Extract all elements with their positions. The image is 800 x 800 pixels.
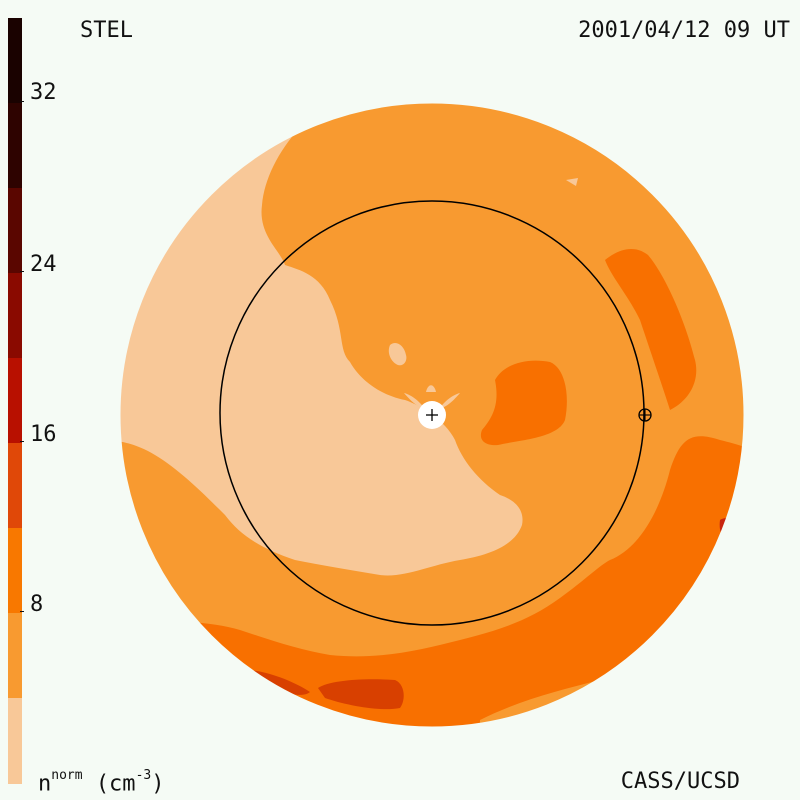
unit-label: nnorm (cm-3) [38, 767, 165, 796]
earth-orbit-circle [219, 200, 645, 626]
earth-icon [638, 408, 652, 422]
sun-icon [404, 385, 460, 429]
density-region-high-southwest [250, 670, 310, 695]
density-spot-low-2 [566, 178, 578, 186]
colorbar-segment [8, 273, 22, 358]
credit-label: CASS/UCSD [620, 769, 740, 794]
density-region-low-west [120, 103, 523, 576]
colorbar-segment [8, 443, 22, 528]
unit-symbol: n [38, 771, 52, 796]
unit-exponent: -3 [135, 767, 152, 783]
colorbar-tick-label: 24 [30, 252, 57, 277]
colorbar-segment [8, 698, 22, 784]
colorbar [8, 18, 22, 784]
density-region-high-south [318, 679, 404, 710]
unit-close: ) [151, 771, 165, 796]
colorbar-tick-mark [20, 271, 24, 272]
disc-edge [119, 102, 745, 728]
colorbar-tick-mark [20, 101, 24, 102]
colorbar-segment [8, 103, 22, 188]
density-region-mid-center [480, 360, 567, 446]
colorbar-segment [8, 613, 22, 698]
colorbar-tick-label: 32 [30, 80, 57, 105]
colorbar-tick-mark [20, 611, 24, 612]
colorbar-tick-label: 16 [30, 422, 57, 447]
colorbar-tick-label: 8 [30, 592, 44, 617]
unit-text: (cm [95, 771, 136, 796]
site-label: STEL [80, 18, 133, 43]
density-region-mid-east [605, 248, 697, 410]
density-spot-low [388, 343, 407, 366]
datetime-label: 2001/04/12 09 UT [578, 18, 790, 43]
colorbar-tick-mark [20, 441, 24, 442]
unit-superscript: norm [51, 767, 83, 783]
